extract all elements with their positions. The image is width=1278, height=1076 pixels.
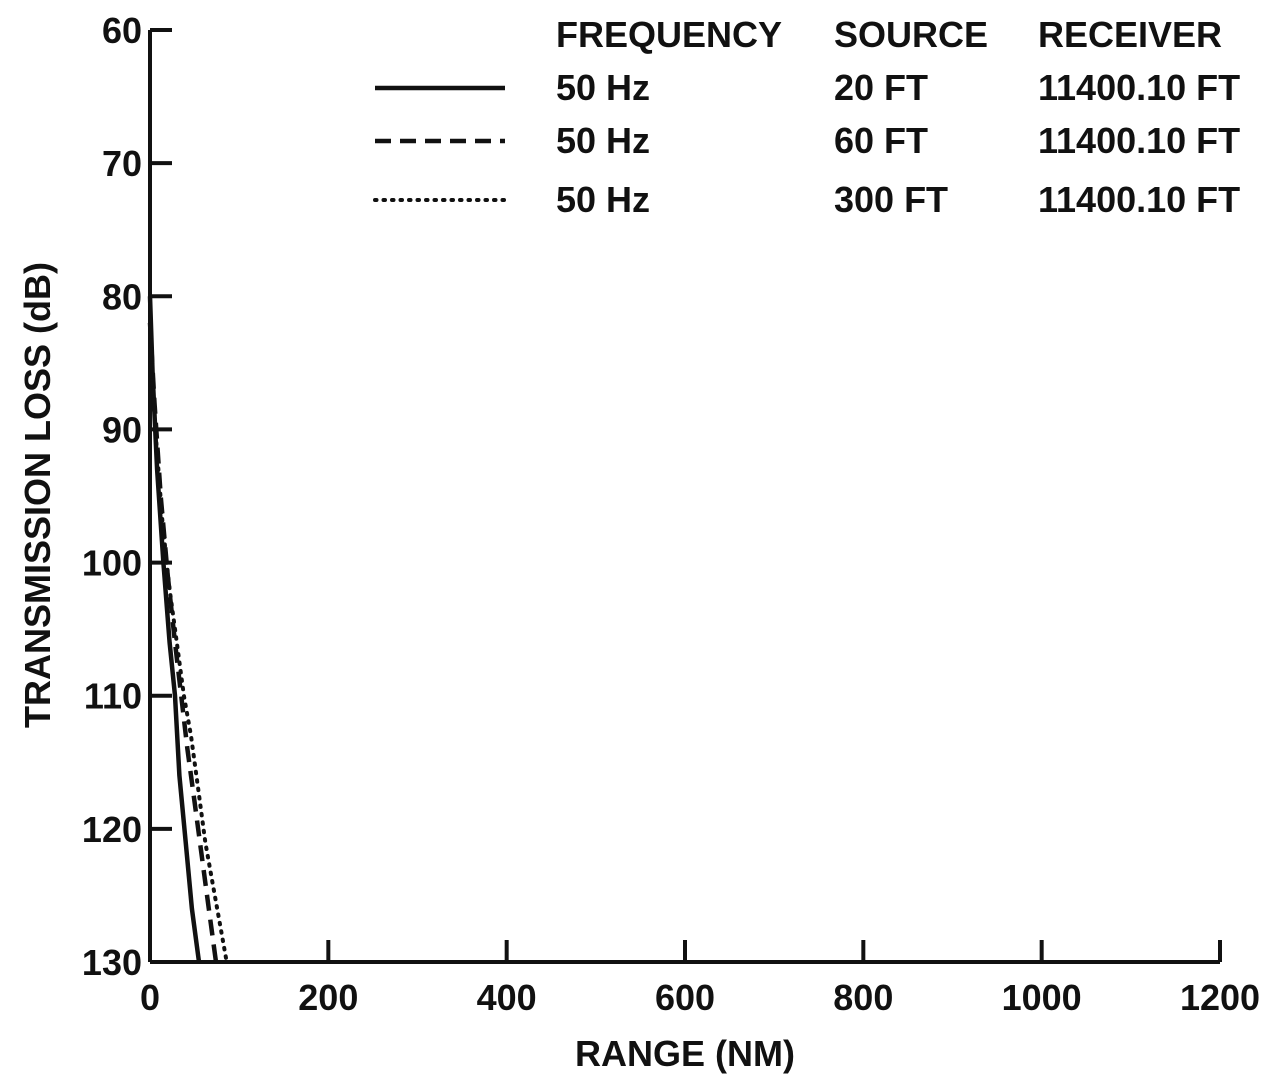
y-tick-label: 120	[82, 809, 142, 850]
x-tick-label: 0	[140, 977, 160, 1018]
x-tick-label: 800	[833, 977, 893, 1018]
legend-header-source: SOURCE	[834, 14, 988, 55]
y-tick-label: 60	[102, 10, 142, 51]
x-axis-title: RANGE (NM)	[575, 1033, 795, 1074]
x-tick-label: 400	[477, 977, 537, 1018]
legend: FREQUENCY SOURCE RECEIVER 50 Hz 20 FT 11400.1…	[373, 14, 1240, 220]
legend-source: 60 FT	[834, 120, 928, 161]
series-layer	[147, 296, 229, 964]
series-line-dotted	[148, 347, 229, 964]
legend-frequency: 50 Hz	[556, 179, 650, 220]
legend-receiver: 11400.10 FT	[1038, 179, 1240, 220]
y-tick-label: 80	[102, 276, 142, 317]
x-tick-label: 1200	[1180, 977, 1260, 1018]
legend-frequency: 50 Hz	[556, 67, 650, 108]
y-tick-label: 100	[82, 543, 142, 584]
y-tick-label: 70	[102, 143, 142, 184]
legend-header-frequency: FREQUENCY	[556, 14, 782, 55]
legend-source: 20 FT	[834, 67, 928, 108]
y-axis-title: TRANSMISSION LOSS (dB)	[17, 262, 58, 728]
x-tick-label: 600	[655, 977, 715, 1018]
y-tick-label: 90	[102, 409, 142, 450]
legend-frequency: 50 Hz	[556, 120, 650, 161]
y-tick-label: 130	[82, 942, 142, 983]
series-line-dashed	[147, 322, 219, 963]
x-tick-label: 200	[298, 977, 358, 1018]
legend-receiver: 11400.10 FT	[1038, 120, 1240, 161]
y-tick-label: 110	[84, 676, 142, 717]
legend-header-receiver: RECEIVER	[1038, 14, 1222, 55]
x-tick-label: 1000	[1002, 977, 1082, 1018]
legend-source: 300 FT	[834, 179, 948, 220]
legend-receiver: 11400.10 FT	[1038, 67, 1240, 108]
